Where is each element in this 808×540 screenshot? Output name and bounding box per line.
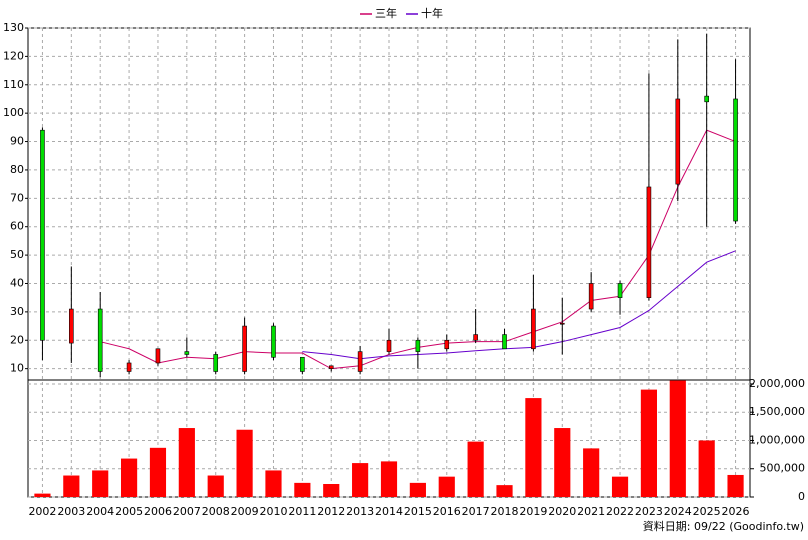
volume-bar [236,429,253,497]
volume-bar [611,476,629,497]
volume-bar [323,484,340,497]
volume-bar [583,448,600,497]
average-line [100,129,736,370]
candle-body [415,339,421,352]
x-tick-label: 2012 [317,505,345,518]
candle-body [617,283,623,298]
candle-body [40,129,45,341]
candle-body [213,354,219,372]
volume-bar [294,482,311,497]
source-note: 資料日期: 09/22 (Goodinfo.tw) [643,519,804,533]
y-tick-label: 70 [10,191,24,204]
y-tick-label: 80 [10,163,24,176]
x-tick-label: 2016 [433,505,461,518]
y2-tick-label: 500,000 [760,462,806,475]
candle-body [502,334,507,350]
candle-body [97,308,103,372]
average-line [302,250,736,360]
volume-bar [207,475,224,497]
y-tick-label: 120 [3,49,24,62]
x-tick-label: 2024 [664,505,692,518]
candle-body [386,339,392,352]
volume-bar [34,493,51,497]
candle-body [271,325,276,358]
volume-bar [438,476,455,497]
x-tick-label: 2003 [57,505,85,518]
volume-bar [63,475,80,497]
volume-bar [727,474,744,497]
y-tick-label: 90 [10,135,24,148]
volume-bar [265,470,282,497]
candle-body [559,322,565,325]
candle-body [444,339,450,350]
volume-bar [92,470,109,497]
volume-bar [120,458,138,497]
volume-bar [525,398,542,497]
y-tick-label: 20 [10,333,24,346]
volume-bar [640,389,658,497]
x-tick-label: 2015 [404,505,432,518]
x-tick-label: 2002 [28,505,56,518]
volume-bar [698,440,715,497]
candle-body [675,98,681,185]
candle-body [733,98,738,222]
candle-body [126,362,132,372]
y2-tick-label: 1,000,000 [749,433,805,446]
x-tick-label: 2019 [519,505,547,518]
legend-label: 三年 [375,6,397,20]
x-tick-label: 2025 [693,505,721,518]
candle-body [473,334,478,341]
candle-body [69,308,74,344]
x-tick-label: 2018 [491,505,519,518]
x-tick-label: 2013 [346,505,374,518]
candle-body [155,348,161,364]
x-tick-label: 2017 [462,505,490,518]
volume-bar [149,447,167,497]
volume-bar [554,428,571,497]
candle-body [704,95,709,103]
volume-bar [178,428,195,497]
x-tick-label: 2021 [577,505,605,518]
y-tick-label: 50 [10,248,24,261]
x-tick-label: 2026 [722,505,750,518]
candle-body [588,283,594,310]
x-tick-label: 2006 [144,505,172,518]
x-tick-label: 2023 [635,505,663,518]
y2-tick-label: 0 [798,490,805,503]
candle-body [357,351,363,372]
x-tick-label: 2011 [288,505,316,518]
y-tick-label: 40 [10,276,24,289]
candle-body [242,325,247,372]
x-tick-label: 2009 [231,505,259,518]
candle-body [300,356,305,372]
volume-bar [496,485,513,497]
volume-bar [669,380,686,497]
candle-body [328,365,334,369]
y-tick-label: 60 [10,220,24,233]
x-tick-label: 2007 [173,505,201,518]
volume-bar [380,461,398,497]
x-tick-label: 2004 [86,505,114,518]
legend-label: 十年 [421,6,443,20]
y-tick-label: 30 [10,305,24,318]
candle-body [646,186,652,298]
y-tick-label: 10 [10,362,24,375]
volume-bar [409,482,426,497]
candle-body [531,308,536,350]
x-tick-label: 2014 [375,505,403,518]
x-tick-label: 2020 [548,505,576,518]
volume-bar [352,463,369,497]
y-tick-label: 110 [3,78,24,91]
x-tick-label: 2022 [606,505,634,518]
x-tick-label: 2008 [202,505,230,518]
y-tick-label: 130 [3,21,24,34]
volume-bar [467,441,484,497]
y2-tick-label: 2,000,000 [749,377,805,390]
x-tick-label: 2010 [259,505,287,518]
y-tick-label: 100 [3,106,24,119]
x-tick-label: 2005 [115,505,143,518]
candle-body [184,351,190,355]
y2-tick-label: 1,500,000 [749,405,805,418]
